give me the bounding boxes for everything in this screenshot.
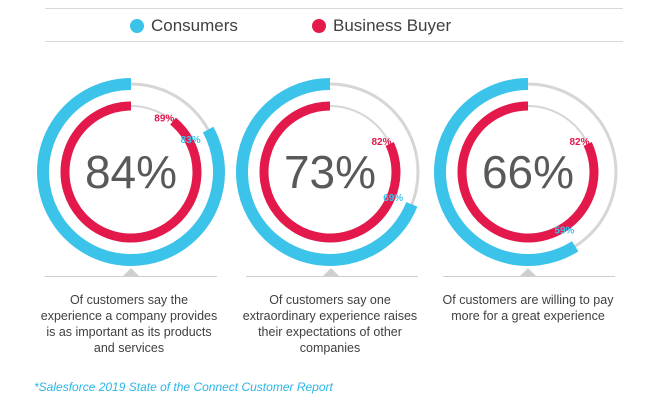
business-label-3: 82% (569, 137, 589, 148)
consumers-label-3: 59% (554, 225, 574, 236)
business-arc-3 (457, 101, 599, 243)
caption-1: Of customers say the experience a compan… (40, 293, 218, 355)
consumers-label-1: 83% (181, 135, 201, 146)
consumers-label-2: 69% (383, 193, 403, 204)
panel-caret-3 (520, 268, 536, 276)
panel-divider-1 (45, 276, 217, 277)
legend-label-business: Business Buyer (333, 16, 452, 35)
legend-label-consumers: Consumers (151, 16, 238, 35)
consumers-dot-icon (130, 19, 144, 33)
panel-caret-2 (323, 268, 339, 276)
top-rule (45, 8, 623, 9)
consumers-arc-2 (236, 78, 418, 266)
business-label-1: 89% (154, 114, 174, 125)
center-value-3: 66% (482, 146, 574, 198)
center-value-2: 73% (284, 146, 376, 198)
panel-caret-1 (123, 268, 139, 276)
panel-divider-3 (443, 276, 615, 277)
footnote: *Salesforce 2019 State of the Connect Cu… (34, 380, 333, 394)
caption-2: Of customers say one extraordinary exper… (242, 293, 418, 355)
legend-item-consumers: Consumers (130, 16, 238, 36)
legend: Consumers Business Buyer (0, 16, 653, 38)
donut-charts: 84%83%89%73%69%82%66%59%82% (37, 78, 618, 266)
center-value-1: 84% (85, 146, 177, 198)
caption-3: Of customers are willing to pay more for… (442, 293, 614, 323)
legend-rule (45, 41, 623, 42)
consumers-arc-1 (37, 78, 225, 266)
business-dot-icon (312, 19, 326, 33)
panel-divider-2 (246, 276, 418, 277)
business-arc-2 (259, 101, 401, 243)
business-label-2: 82% (371, 137, 391, 148)
legend-item-business: Business Buyer (312, 16, 451, 36)
consumers-arc-3 (434, 78, 579, 266)
business-arc-1 (60, 101, 202, 243)
